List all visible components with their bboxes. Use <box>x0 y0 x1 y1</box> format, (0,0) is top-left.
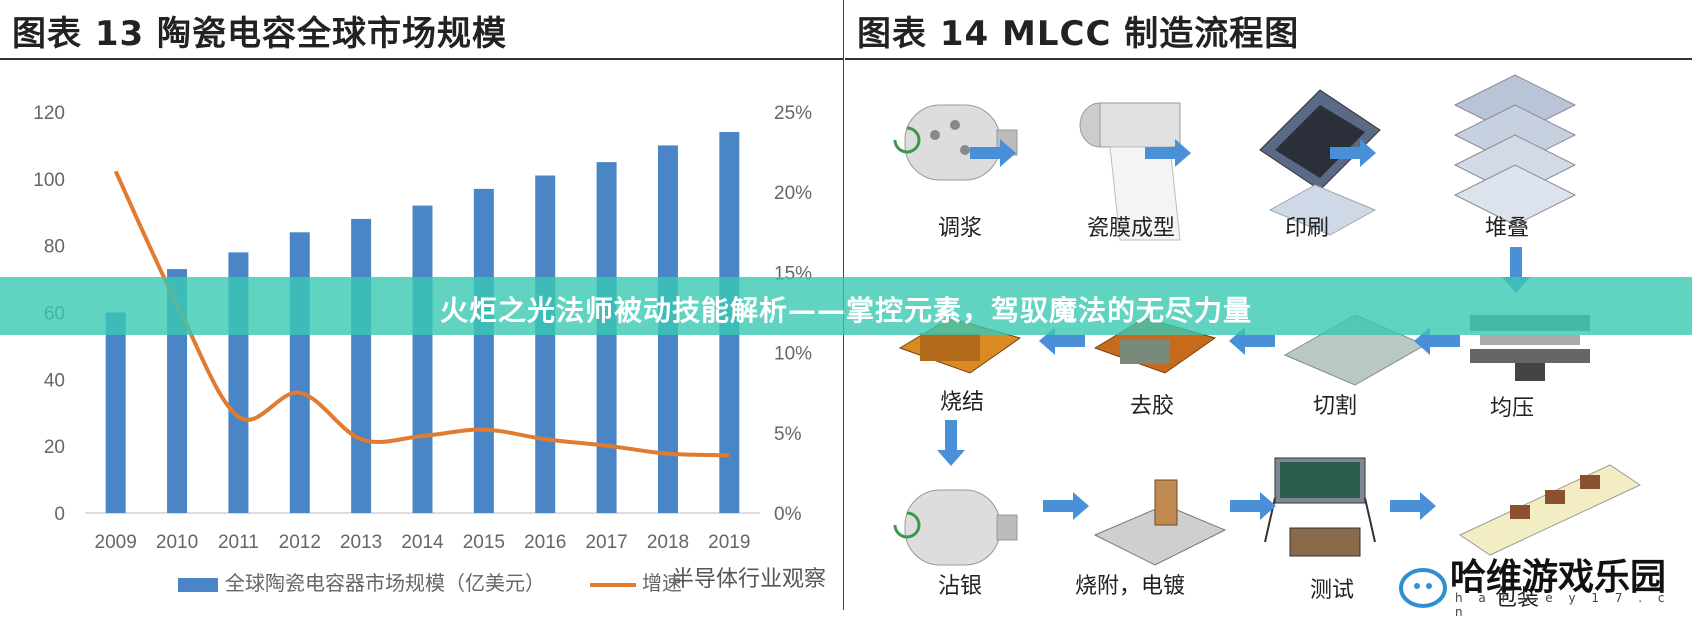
x-tick-label: 2019 <box>708 532 750 553</box>
y-right-tick-label: 25% <box>774 103 812 124</box>
y-left-tick-label: 120 <box>33 103 65 124</box>
x-tick-label: 2014 <box>401 532 444 553</box>
stacking-illustration <box>1455 75 1575 225</box>
legend-swatch-bars <box>178 578 218 592</box>
bar <box>474 189 494 513</box>
step-label: 烧附，电镀 <box>1075 568 1185 600</box>
bar <box>290 232 310 513</box>
y-left-tick-label: 100 <box>33 170 65 191</box>
bar <box>351 219 371 513</box>
y-right-tick-label: 0% <box>774 504 802 525</box>
y-left-tick-label: 80 <box>44 237 65 258</box>
step-label: 堆叠 <box>1485 210 1529 242</box>
banner-text: 火炬之光法师被动技能解析——掌控元素，驾驭魔法的无尽力量 <box>0 289 1692 329</box>
x-tick-label: 2016 <box>524 532 566 553</box>
step-label: 印刷 <box>1285 210 1329 242</box>
legend-label-bars: 全球陶瓷电容器市场规模（亿美元） <box>225 571 545 595</box>
bar <box>535 175 555 513</box>
x-tick-label: 2009 <box>95 532 137 553</box>
step-label: 烧结 <box>940 384 984 416</box>
x-tick-label: 2013 <box>340 532 382 553</box>
bar <box>413 206 433 513</box>
x-tick-label: 2010 <box>156 532 198 553</box>
y-left-tick-label: 20 <box>44 437 65 458</box>
step-label: 切割 <box>1313 388 1357 420</box>
x-tick-label: 2017 <box>585 532 627 553</box>
x-tick-label: 2011 <box>218 532 259 553</box>
x-tick-label: 2018 <box>647 532 689 553</box>
step-label: 调浆 <box>938 210 982 242</box>
watermark-url: h a r v e y 1 7 . c n <box>1455 591 1692 619</box>
title-banner: 火炬之光法师被动技能解析——掌控元素，驾驭魔法的无尽力量 <box>0 277 1692 335</box>
silver-dipping-illustration <box>895 490 1017 565</box>
plating-illustration <box>1095 480 1225 565</box>
step-label: 均压 <box>1490 390 1534 422</box>
y-left-tick-label: 0 <box>54 504 65 525</box>
x-tick-label: 2015 <box>463 532 505 553</box>
taping-illustration <box>1460 465 1640 555</box>
step-label: 沾银 <box>938 568 982 600</box>
bar <box>597 162 617 513</box>
x-tick-label: 2012 <box>279 532 321 553</box>
step-label: 瓷膜成型 <box>1087 210 1175 242</box>
y-right-tick-label: 20% <box>774 183 812 204</box>
y-left-tick-label: 40 <box>44 370 65 391</box>
step-label: 测试 <box>1310 572 1354 604</box>
mixing-drum-illustration <box>895 105 1017 180</box>
bar <box>106 313 126 514</box>
chart-source: 半导体行业观察 <box>672 561 826 593</box>
step-label: 去胶 <box>1130 388 1174 420</box>
y-right-tick-label: 5% <box>774 424 802 445</box>
y-right-tick-label: 10% <box>774 344 812 365</box>
testing-illustration <box>1265 458 1375 556</box>
